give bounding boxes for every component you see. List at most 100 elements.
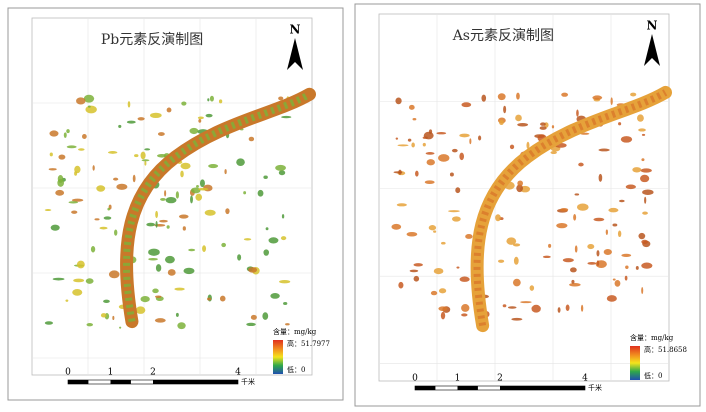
patch [529,285,535,291]
patch [561,92,569,97]
patch [219,295,226,302]
patch [99,226,108,230]
patch [50,224,60,231]
patch [436,132,447,135]
patch [197,116,204,120]
patch [96,185,106,192]
patch [424,180,435,184]
patch [638,128,646,132]
patch [428,129,433,134]
patch [198,187,209,191]
patch [157,132,165,136]
patch [507,306,517,309]
scale-bar-segment [415,386,436,390]
patch [140,151,146,160]
patch [57,174,64,183]
patch [278,170,286,176]
patch [167,269,176,276]
patch [605,229,608,236]
patch [68,201,79,204]
patch [515,114,522,122]
patch [48,168,57,171]
scale-unit: 千米 [241,377,255,386]
patch [204,209,216,216]
patch [580,304,584,312]
patch [164,190,167,197]
patch [641,239,649,245]
patch [183,267,195,275]
legend-high: 高：51.7977 [287,339,330,348]
patch [610,97,613,105]
patch [178,214,189,219]
patch [542,255,551,259]
scale-label: 0 [412,374,418,384]
patch [280,236,287,241]
patch [237,254,242,261]
map-panel: As元素反演制图 N 含量：mg/kg 高：51.8658 低：0 0 1 2 4千米 [354,3,701,407]
north-arrow [287,38,303,70]
patch [596,250,600,257]
patch [425,152,435,155]
river-texture [123,91,312,323]
map-frame [378,13,670,382]
patch [512,243,521,247]
patch [76,97,86,105]
patch [103,216,112,220]
scale-bar-segment [500,386,585,390]
scale-label: 1 [455,374,461,384]
patch [180,170,184,178]
patch [76,260,85,269]
patch [49,152,53,157]
patch [598,148,610,152]
patch [275,164,286,171]
panel-frame [7,7,344,401]
patch [481,94,487,102]
patch [107,207,111,211]
patch [92,165,95,171]
legend-title: 含量：mg/kg [273,327,317,336]
scale-unit: 千米 [588,383,602,392]
patch [159,219,168,223]
patch [181,101,187,106]
patch [593,217,605,222]
patch [516,92,520,100]
patch [565,304,570,312]
patch [71,198,84,202]
patch [502,304,507,308]
patch [438,306,448,311]
patch [207,98,210,102]
patch [205,113,213,118]
patch [570,267,577,273]
patch [248,136,255,142]
patch [413,263,423,267]
scale-label: 4 [235,368,241,378]
patch [632,167,642,173]
patch [257,189,264,197]
patch [640,168,652,173]
patch [190,195,193,204]
patch [398,281,404,289]
patch [155,210,158,219]
patch [423,131,434,140]
patch [144,148,151,151]
patch [587,244,595,250]
scale-bar-segment [110,380,131,384]
patch [85,278,94,284]
patch [141,159,150,162]
patch [155,264,162,272]
patch [86,322,93,327]
patch [461,102,472,108]
patch [641,158,645,162]
patch [459,276,470,282]
patch [459,152,465,161]
patch [612,278,616,281]
patch [236,158,245,166]
patch [495,214,501,222]
patch [509,144,515,150]
patch [449,172,454,177]
patch [281,214,285,219]
patch [526,141,530,150]
patch [614,280,621,287]
patch [224,169,227,175]
patch [637,114,644,122]
